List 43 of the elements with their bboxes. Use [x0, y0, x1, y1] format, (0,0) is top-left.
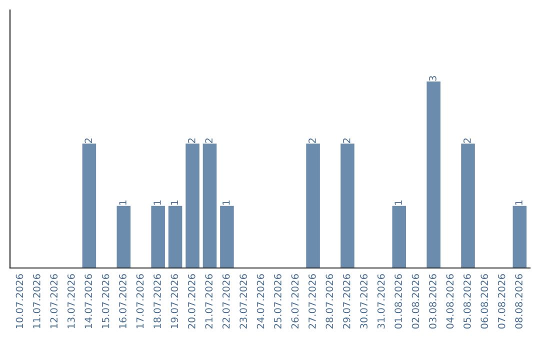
x-tick-label: 30.07.2026 — [360, 274, 368, 328]
x-tick-label: 25.07.2026 — [274, 274, 282, 329]
x-tick-label: 13.07.2026 — [67, 274, 75, 328]
data-label: 2 — [308, 138, 316, 143]
x-tick-label: 19.07.2026 — [170, 274, 178, 328]
x-tick-label: 29.07.2026 — [342, 274, 350, 329]
x-tick-label: 10.07.2026 — [16, 274, 24, 328]
x-tick-label: 12.07.2026 — [50, 274, 58, 328]
x-tick-label: 07.08.2026 — [498, 274, 506, 329]
x-tick-label: 06.08.2026 — [480, 274, 488, 329]
x-tick-label: 14.07.2026 — [84, 274, 92, 328]
data-label: 1 — [222, 200, 230, 205]
x-tick-label: 23.07.2026 — [240, 274, 247, 329]
x-tick-label: 24.07.2026 — [256, 274, 264, 329]
x-tick-label: 21.07.2026 — [205, 274, 213, 329]
data-label: 2 — [205, 138, 212, 143]
x-tick-label: 01.08.2026 — [394, 274, 402, 329]
data-label: 1 — [119, 200, 126, 205]
data-label: 1 — [515, 200, 522, 205]
x-tick-label: 04.08.2026 — [446, 274, 454, 329]
data-label: 1 — [170, 200, 178, 205]
data-label: 3 — [429, 76, 436, 81]
data-label: 2 — [84, 138, 92, 143]
data-label: 2 — [188, 138, 196, 143]
data-label: 2 — [342, 138, 350, 143]
x-tick-label: 18.07.2026 — [154, 274, 161, 328]
data-label: 2 — [463, 138, 471, 143]
x-tick-label: 20.07.2026 — [188, 274, 196, 329]
x-tick-label: 02.08.2026 — [412, 274, 420, 329]
x-tick-label: 08.08.2026 — [515, 274, 522, 329]
x-tick-label: 17.07.2026 — [136, 274, 144, 328]
x-tick-label: 31.07.2026 — [377, 274, 385, 328]
data-label: 1 — [394, 200, 402, 205]
x-tick-label: 22.07.2026 — [222, 274, 230, 329]
x-tick-label: 27.07.2026 — [308, 274, 316, 329]
x-tick-label: 28.07.2026 — [326, 274, 334, 329]
data-label: 1 — [154, 200, 161, 205]
x-tick-label: 11.07.2026 — [33, 274, 40, 328]
x-tick-label: 15.07.2026 — [102, 274, 110, 328]
x-tick-label: 26.07.2026 — [291, 274, 299, 329]
x-tick-label: 05.08.2026 — [463, 274, 471, 329]
x-tick-label: 16.07.2026 — [119, 274, 126, 328]
x-tick-label: 03.08.2026 — [429, 274, 436, 329]
